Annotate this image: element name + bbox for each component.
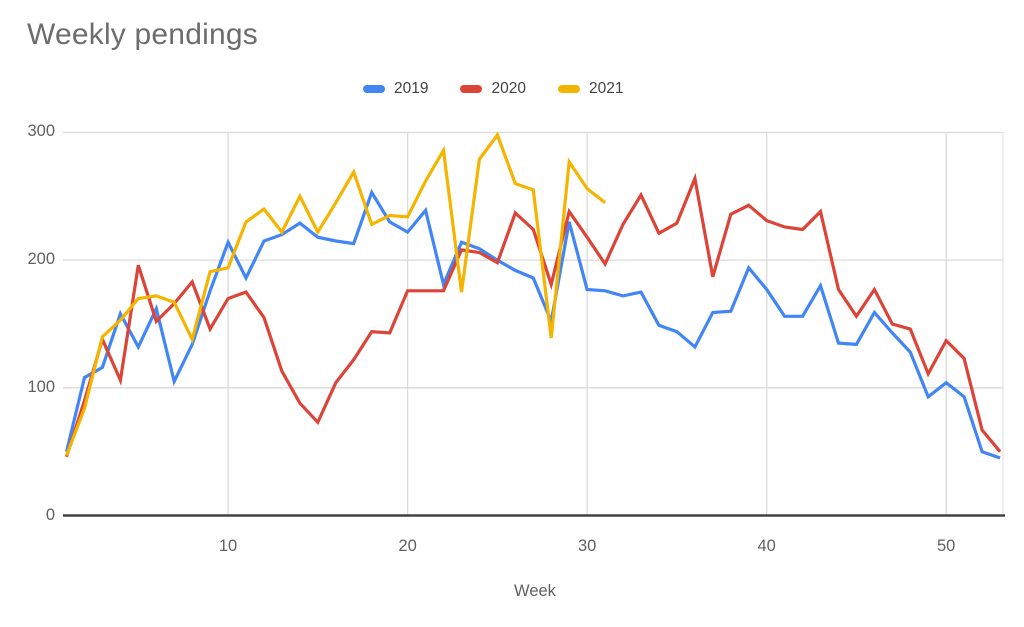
- legend-label-2020: 2020: [491, 80, 526, 97]
- y-tick-label-100: 100: [27, 377, 55, 396]
- series-line-2020: [64, 172, 1002, 458]
- chart-title: Weekly pendings: [27, 18, 258, 51]
- y-tick-label-300: 300: [27, 122, 55, 141]
- x-tick-label-30: 30: [577, 537, 597, 555]
- legend-item-2019: 2019: [363, 80, 428, 98]
- legend-label-2021: 2021: [588, 80, 624, 97]
- series-line-2019: [64, 188, 1001, 460]
- y-tick-label-200: 200: [27, 250, 55, 269]
- x-tick-label-20: 20: [398, 537, 417, 555]
- legend-swatch-2019: [363, 85, 385, 93]
- legend-label-2019: 2019: [394, 80, 429, 97]
- x-tick-label-40: 40: [757, 537, 776, 555]
- legend-item-2020: 2020: [460, 80, 526, 98]
- series-line-2021: [65, 131, 607, 457]
- legend-swatch-2021: [557, 85, 580, 93]
- legend-swatch-2020: [460, 85, 483, 93]
- x-tick-label-10: 10: [218, 537, 238, 555]
- x-axis-title: Week: [514, 582, 556, 600]
- x-tick-label-50: 50: [937, 537, 956, 555]
- legend: 2019 2020 2021: [363, 80, 655, 98]
- y-tick-label-0: 0: [45, 505, 55, 524]
- legend-item-2021: 2021: [557, 80, 624, 98]
